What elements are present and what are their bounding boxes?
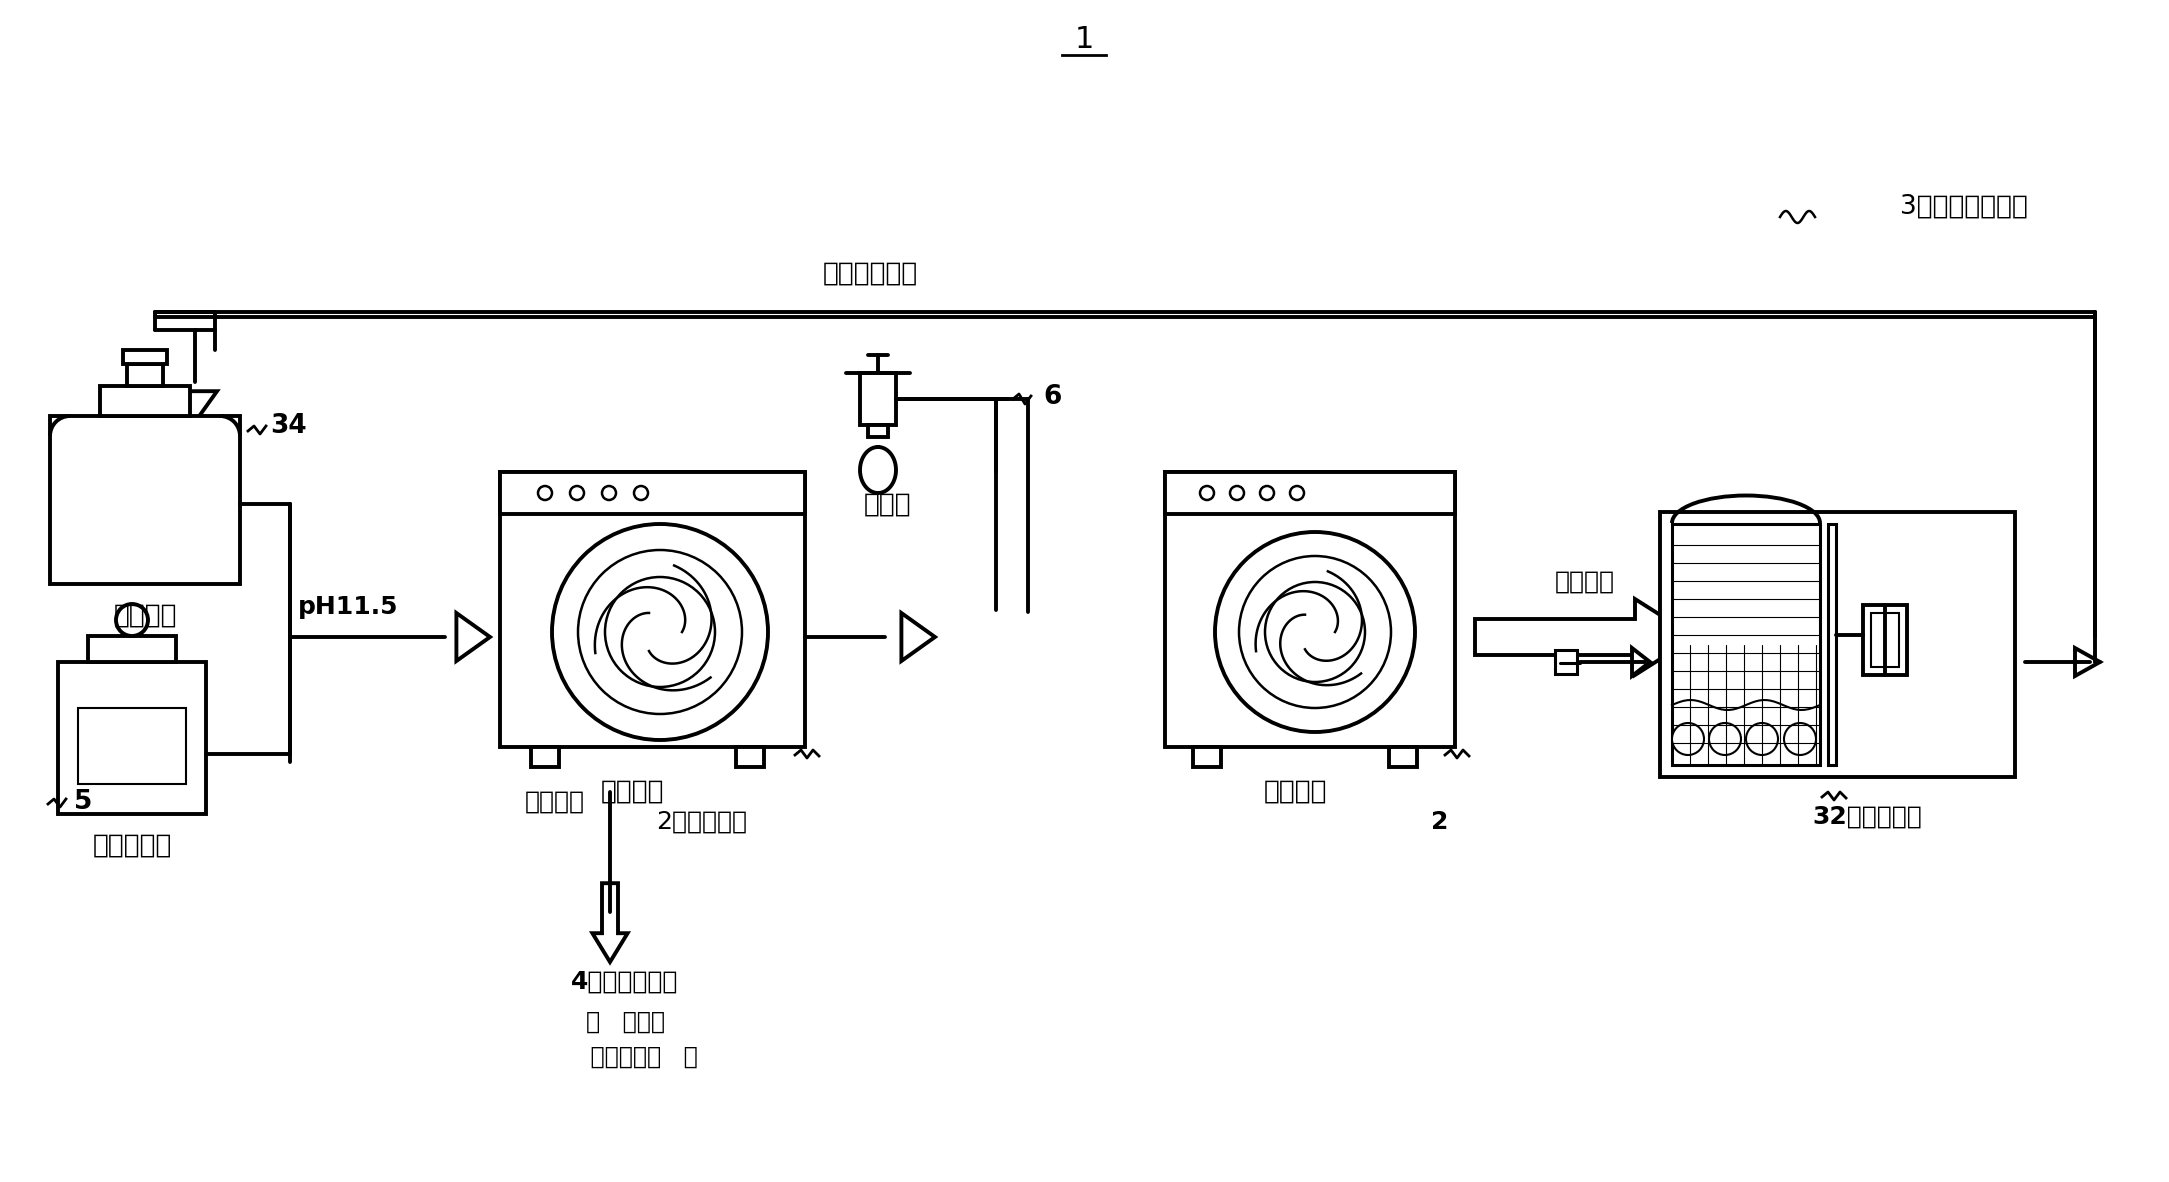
Text: 1: 1 xyxy=(1074,26,1093,54)
Circle shape xyxy=(1230,486,1245,500)
Bar xyxy=(501,472,805,514)
Text: 4（排水设备）: 4（排水设备） xyxy=(570,970,679,994)
Circle shape xyxy=(115,604,147,636)
Circle shape xyxy=(1709,723,1742,755)
Circle shape xyxy=(603,486,616,500)
Polygon shape xyxy=(902,613,935,661)
Text: 离子原液箱: 离子原液箱 xyxy=(93,833,171,859)
Polygon shape xyxy=(1475,599,1694,675)
Bar xyxy=(1872,613,1900,667)
Circle shape xyxy=(1291,486,1304,500)
Text: 3漂洗水循环通道: 3漂洗水循环通道 xyxy=(1900,194,2028,220)
Bar xyxy=(50,416,241,584)
Text: 2（洗衣机）: 2（洗衣机） xyxy=(657,810,748,834)
Bar xyxy=(859,374,896,426)
Circle shape xyxy=(633,486,649,500)
Bar xyxy=(735,747,763,767)
Bar xyxy=(868,426,887,437)
Text: 5: 5 xyxy=(74,790,93,816)
Polygon shape xyxy=(2076,648,2100,676)
Text: 32（净化槽）: 32（净化槽） xyxy=(1811,805,1922,829)
Bar xyxy=(78,708,187,784)
Text: pH11.5: pH11.5 xyxy=(297,595,399,619)
Bar xyxy=(1165,472,1455,747)
Polygon shape xyxy=(592,883,627,962)
Text: 洗涤排水: 洗涤排水 xyxy=(525,790,586,814)
Polygon shape xyxy=(1631,648,1651,676)
Circle shape xyxy=(1746,723,1779,755)
Circle shape xyxy=(1783,723,1815,755)
Bar xyxy=(100,387,191,416)
Text: 洗涤用循环水: 洗涤用循环水 xyxy=(822,261,917,287)
Circle shape xyxy=(570,486,583,500)
Bar xyxy=(1863,605,1907,675)
Bar xyxy=(124,350,167,364)
Bar xyxy=(1193,747,1221,767)
Circle shape xyxy=(1672,723,1705,755)
Bar xyxy=(1672,524,1820,765)
Polygon shape xyxy=(455,613,490,661)
Bar xyxy=(128,364,163,387)
Text: 漂洗工序: 漂洗工序 xyxy=(1262,779,1327,805)
Bar xyxy=(531,747,560,767)
Bar xyxy=(59,662,206,814)
Bar xyxy=(1388,747,1416,767)
Text: 漂洗排水: 漂洗排水 xyxy=(1555,570,1616,595)
Text: 6: 6 xyxy=(1043,384,1063,410)
Circle shape xyxy=(551,524,768,740)
Bar xyxy=(1659,512,2015,777)
Circle shape xyxy=(1199,486,1215,500)
Bar xyxy=(1165,472,1455,514)
Text: 洗涤工序: 洗涤工序 xyxy=(601,779,664,805)
Polygon shape xyxy=(174,391,217,422)
Text: 循环水箱: 循环水箱 xyxy=(113,603,176,629)
Text: 洒水装置等   ）: 洒水装置等 ） xyxy=(553,1045,698,1069)
Bar xyxy=(1555,650,1577,674)
Text: 34: 34 xyxy=(269,413,306,439)
Text: 自来水: 自来水 xyxy=(863,492,911,518)
Bar xyxy=(1828,524,1835,765)
Bar xyxy=(501,472,805,747)
Text: 2: 2 xyxy=(1432,810,1449,834)
Circle shape xyxy=(1215,532,1414,732)
Circle shape xyxy=(538,486,551,500)
Text: （   排水箱: （ 排水箱 xyxy=(586,1009,664,1034)
Circle shape xyxy=(1260,486,1273,500)
Bar xyxy=(89,636,176,662)
